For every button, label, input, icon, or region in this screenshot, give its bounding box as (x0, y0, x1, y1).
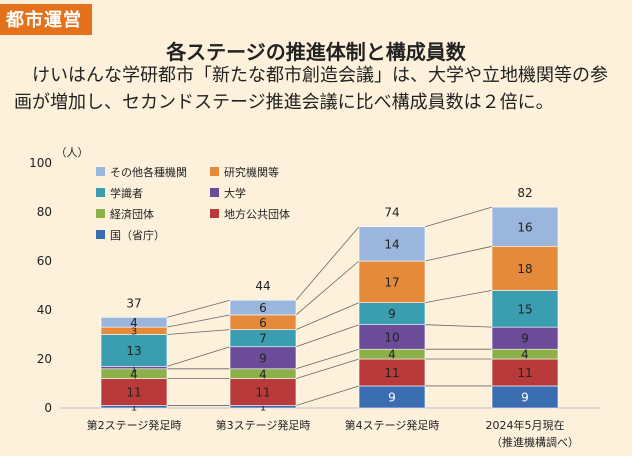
legend-swatch (210, 209, 219, 218)
bar-segment (491, 290, 559, 328)
total-label: 37 (126, 296, 141, 310)
connector-line (295, 324, 360, 348)
data-label: 16 (517, 220, 532, 234)
data-label: 4 (130, 367, 138, 381)
legend-label: その他各種機関 (110, 165, 187, 179)
data-label: 4 (521, 348, 529, 362)
legend-swatch (96, 209, 105, 218)
data-label: 13 (126, 344, 141, 358)
y-tick-label: 20 (37, 352, 52, 366)
connector-line (295, 348, 360, 370)
data-label: 9 (521, 391, 529, 405)
total-label: 82 (517, 186, 532, 200)
data-label: 11 (126, 386, 141, 400)
legend-label: 地方公共団体 (224, 207, 290, 221)
bar-segment (491, 358, 559, 387)
y-tick-label: 100 (29, 156, 52, 170)
data-label: 10 (384, 331, 399, 345)
data-label: 1 (260, 403, 266, 414)
x-tick-note: （推進機構調べ） (491, 435, 579, 449)
connector-line (166, 314, 231, 328)
data-label: 3 (131, 327, 137, 338)
data-label: 9 (259, 351, 267, 365)
connector-line (295, 302, 360, 330)
legend-swatch (96, 188, 105, 197)
data-label: 11 (255, 386, 270, 400)
section-tag: 都市運営 (0, 4, 92, 35)
connector-line (295, 385, 360, 406)
legend-swatch (210, 188, 219, 197)
connector-line (424, 206, 493, 228)
bar-segment (229, 378, 297, 406)
data-label: 15 (517, 302, 532, 316)
bar-segment (358, 358, 426, 387)
y-tick-label: 80 (37, 205, 52, 219)
connector-line (424, 324, 493, 328)
data-label: 1 (131, 363, 137, 374)
bar-segment (229, 299, 297, 316)
connector-line (295, 260, 360, 316)
data-label: 4 (259, 367, 267, 381)
data-label: 18 (517, 262, 532, 276)
data-label: 9 (521, 332, 529, 346)
legend-swatch (210, 167, 219, 176)
data-label: 4 (388, 348, 396, 362)
legend-label: 研究機関等 (224, 165, 279, 179)
bar-segment (491, 206, 559, 247)
data-label: 6 (259, 316, 267, 330)
connector-line (424, 245, 493, 262)
legend-label: 大学 (224, 186, 246, 200)
data-label: 7 (259, 332, 267, 346)
bar-segment (100, 378, 168, 406)
x-tick-label: 2024年5月現在 (486, 418, 565, 432)
y-tick-label: 0 (44, 401, 52, 415)
data-label: 6 (259, 301, 267, 315)
data-label: 11 (384, 366, 399, 380)
x-tick-label: 第4ステージ発足時 (345, 418, 440, 432)
y-unit-label: （人） (56, 146, 89, 159)
data-label: 4 (130, 316, 138, 330)
data-label: 17 (384, 275, 399, 289)
bar-segment (358, 260, 426, 303)
total-label: 74 (384, 206, 399, 220)
connector-line (424, 290, 493, 304)
x-tick-label: 第3ステージ発足時 (216, 418, 311, 432)
data-label: 14 (384, 237, 399, 251)
legend-swatch (96, 230, 105, 239)
total-label: 44 (255, 279, 270, 293)
lead-text: けいはんな学研都市「新たな都市創造会議」は、大学や立地機関等の参画が増加し、セカ… (14, 65, 608, 113)
legend-label: 経済団体 (110, 207, 154, 221)
connector-line (166, 329, 231, 335)
y-tick-label: 40 (37, 303, 52, 317)
data-label: 9 (388, 307, 396, 321)
connector-line (295, 226, 360, 301)
bar-segment (100, 334, 168, 367)
page-title: 各ステージの推進体制と構成員数 (166, 40, 466, 64)
connector-line (166, 346, 231, 367)
data-label: 1 (131, 403, 137, 414)
bar-segment (491, 246, 559, 291)
bar-segment (100, 317, 168, 328)
data-label: 9 (388, 391, 396, 405)
x-tick-label: 第2ステージ発足時 (87, 418, 182, 432)
data-label: 11 (517, 366, 532, 380)
legend-label: 国（省庁） (110, 228, 165, 242)
legend-label: 学識者 (110, 186, 143, 200)
legend-swatch (96, 167, 105, 176)
connector-line (166, 299, 231, 318)
connector-line (295, 358, 360, 379)
bar-segment (358, 226, 426, 262)
y-tick-label: 60 (37, 254, 52, 268)
